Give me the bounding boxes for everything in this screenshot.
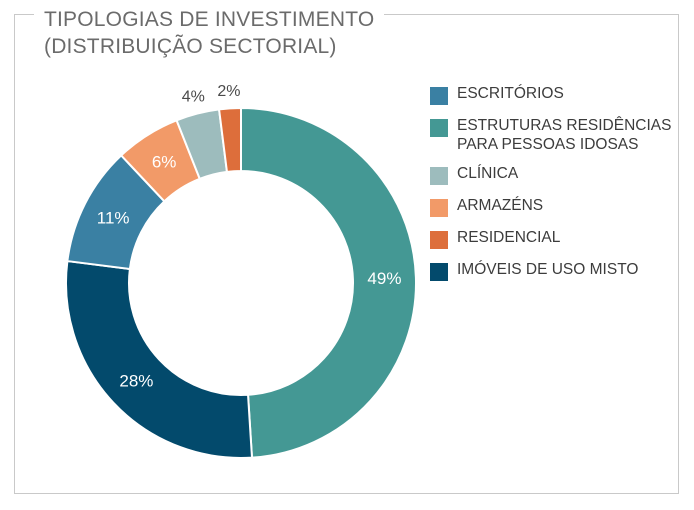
- legend-item-estruturas-residencias-para-pessoas-idosas: ESTRUTURAS RESIDÊNCIAS PARA PESSOAS IDOS…: [430, 116, 690, 154]
- legend-item-residencial: RESIDENCIAL: [430, 228, 690, 249]
- legend-label: IMÓVEIS DE USO MISTO: [457, 261, 639, 278]
- slice-label-estruturas-residencias-para-pessoas-idosas: 49%: [367, 269, 401, 288]
- legend-label: ESTRUTURAS RESIDÊNCIAS PARA PESSOAS IDOS…: [457, 117, 672, 153]
- legend-item-clinica: CLÍNICA: [430, 164, 690, 185]
- slice-label-escritorios: 11%: [97, 208, 130, 227]
- chart-title: TIPOLOGIAS DE INVESTIMENTO (DISTRIBUIÇÃO…: [34, 6, 385, 60]
- legend-item-armazens: ARMAZÉNS: [430, 196, 690, 217]
- legend-label: ESCRITÓRIOS: [457, 85, 564, 102]
- legend-swatch: [430, 231, 448, 249]
- slice-label-clinica: 4%: [182, 89, 205, 106]
- legend-label: RESIDENCIAL: [457, 229, 561, 246]
- legend-swatch: [430, 119, 448, 137]
- chart-title-line-1: TIPOLOGIAS DE INVESTIMENTO: [44, 8, 375, 31]
- legend-swatch: [430, 199, 448, 217]
- legend-swatch: [430, 263, 448, 281]
- legend-item-imoveis-de-uso-misto: IMÓVEIS DE USO MISTO: [430, 260, 690, 281]
- legend-swatch: [430, 167, 448, 185]
- legend-label: CLÍNICA: [457, 165, 519, 182]
- legend-label: ARMAZÉNS: [457, 197, 544, 214]
- slice-label-residencial: 2%: [217, 83, 240, 100]
- slice-residencial: [217, 106, 242, 174]
- slice-label-armazens: 6%: [152, 152, 177, 171]
- chart-title-line-2: (DISTRIBUIÇÃO SECTORIAL): [44, 35, 337, 58]
- legend-swatch: [430, 87, 448, 105]
- slice-label-imoveis-de-uso-misto: 28%: [119, 372, 153, 391]
- slice-estruturas-residencias-para-pessoas-idosas: [240, 106, 418, 459]
- chart-legend: ESCRITÓRIOS ESTRUTURAS RESIDÊNCIAS PARA P…: [430, 84, 690, 292]
- legend-item-escritorios: ESCRITÓRIOS: [430, 84, 690, 105]
- slice-imoveis-de-uso-misto: [65, 259, 254, 459]
